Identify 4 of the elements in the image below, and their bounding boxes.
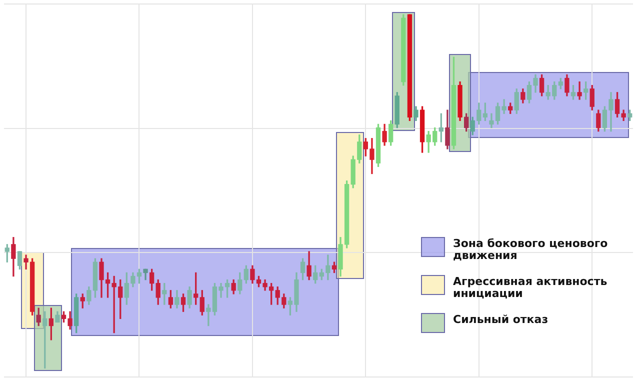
candlestick: [577, 81, 582, 100]
annotation: Сильный отказ: [453, 313, 550, 326]
annotation: Агрессивная активность инициации: [453, 275, 608, 300]
annotation: Зона бокового ценового движения: [453, 237, 609, 262]
